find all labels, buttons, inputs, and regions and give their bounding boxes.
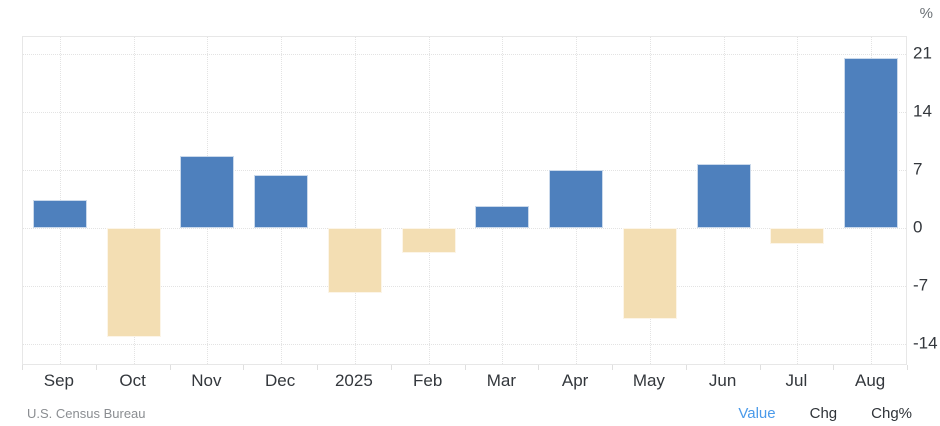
bar-feb[interactable] — [401, 228, 456, 253]
bar-apr[interactable] — [549, 170, 604, 228]
bar-jul[interactable] — [770, 228, 825, 244]
footer: U.S. Census Bureau Value Chg Chg% — [0, 396, 940, 426]
x-axis-label-dec: Dec — [265, 371, 296, 390]
y-axis-label-7: 7 — [913, 159, 923, 179]
x-axis-tick — [317, 365, 318, 370]
option-chg[interactable]: Chg — [809, 405, 838, 422]
gridline-x-2025 — [354, 37, 356, 364]
gridline-y-7 — [23, 170, 906, 171]
x-axis-label-jun: Jun — [708, 371, 737, 390]
bar-may[interactable] — [622, 228, 677, 320]
gridline-x-feb — [428, 37, 430, 364]
bar-mar[interactable] — [475, 205, 530, 229]
x-axis-tick — [390, 365, 392, 370]
gridline-y-14 — [23, 111, 906, 113]
gridline-y--7 — [23, 286, 906, 288]
bar-sep[interactable] — [32, 199, 87, 228]
bar-aug[interactable] — [844, 58, 899, 228]
x-axis-label-oct: Oct — [119, 371, 146, 390]
series-options: Value Chg Chg% — [738, 405, 912, 422]
x-axis-label-aug: Aug — [855, 371, 886, 390]
gridline-x-mar — [502, 37, 504, 364]
x-axis-tick — [833, 365, 835, 370]
gridline-y--14 — [23, 344, 906, 346]
x-axis-tick — [759, 365, 761, 370]
x-axis-tick — [243, 365, 245, 370]
x-axis-tick — [169, 365, 171, 370]
plot-area — [22, 36, 907, 365]
option-chg-percent[interactable]: Chg% — [871, 405, 912, 422]
x-axis-label-jul: Jul — [785, 371, 808, 390]
x-axis-tick — [464, 365, 466, 370]
y-axis-label--14: -14 — [913, 333, 938, 353]
y-axis-label-0: 0 — [913, 217, 923, 237]
x-axis-label-mar: Mar — [486, 371, 517, 390]
bar-2025[interactable] — [327, 228, 382, 293]
x-axis-label-sep: Sep — [43, 371, 74, 390]
x-axis-tick — [612, 365, 613, 370]
option-value[interactable]: Value — [738, 405, 776, 422]
x-axis-label-feb: Feb — [412, 371, 443, 390]
x-axis-label-nov: Nov — [191, 371, 222, 390]
x-axis-tick — [22, 365, 23, 370]
gridline-x-oct — [133, 37, 135, 364]
gridline-y-0 — [23, 228, 906, 230]
x-axis-label-apr: Apr — [561, 371, 589, 390]
source-label: U.S. Census Bureau — [27, 406, 146, 421]
x-axis-tick — [538, 365, 540, 370]
x-axis-tick — [95, 365, 97, 370]
unit-label: % — [919, 5, 933, 22]
x-axis-tick — [907, 365, 908, 370]
bar-nov[interactable] — [180, 155, 235, 228]
bar-dec[interactable] — [254, 174, 309, 228]
gridline-y-21 — [23, 53, 906, 55]
bar-oct[interactable] — [106, 228, 161, 338]
y-axis-label-14: 14 — [913, 101, 932, 121]
x-axis-tick — [685, 365, 687, 370]
bar-jun[interactable] — [696, 164, 751, 228]
gridline-x-jul — [797, 37, 799, 364]
y-axis-label--7: -7 — [913, 275, 929, 295]
x-axis-label-2025: 2025 — [334, 371, 373, 390]
x-axis-label-may: May — [632, 371, 665, 390]
gridline-x-may — [649, 37, 651, 364]
y-axis-label-21: 21 — [913, 43, 932, 63]
